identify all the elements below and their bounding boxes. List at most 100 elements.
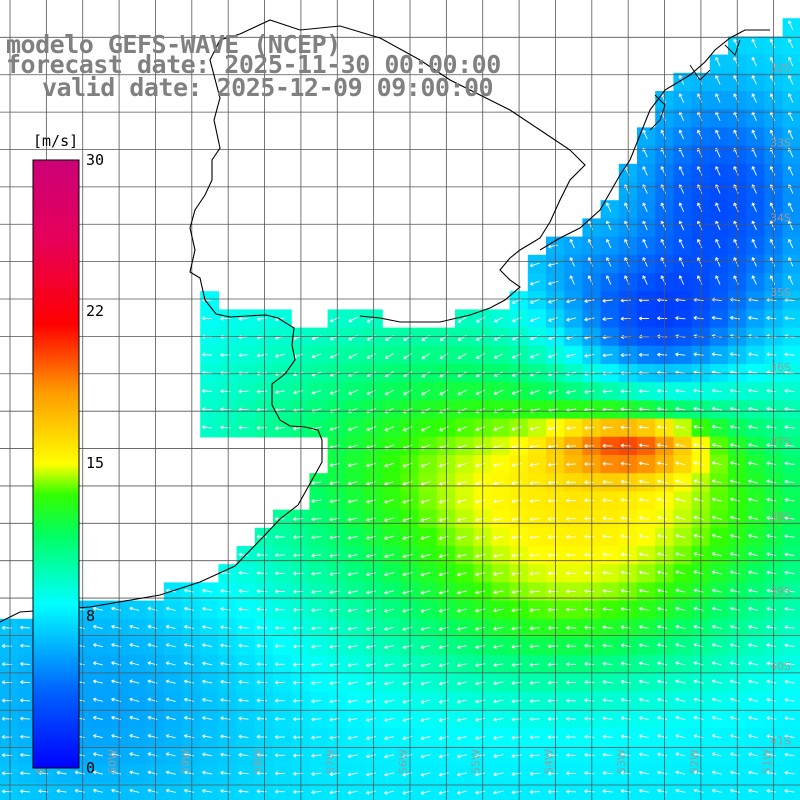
wind-arrow	[493, 481, 504, 486]
wind-arrow	[748, 788, 759, 793]
wind-arrow	[347, 572, 358, 577]
wind-arrow	[751, 202, 757, 212]
wind-arrow	[787, 75, 794, 85]
wind-arrow	[620, 552, 631, 557]
wind-arrow	[693, 497, 704, 502]
wind-arrow	[238, 679, 249, 685]
wind-arrow	[256, 571, 267, 576]
wind-arrow	[384, 517, 395, 522]
wind-arrow	[547, 480, 558, 485]
wind-arrow	[766, 661, 777, 666]
wind-arrow	[511, 699, 522, 704]
wind-arrow	[642, 184, 648, 194]
wind-arrow	[620, 516, 631, 521]
wind-arrow	[729, 352, 740, 357]
wind-arrow	[529, 517, 540, 522]
wind-arrow	[238, 552, 249, 557]
wind-arrow	[529, 389, 540, 395]
wind-arrow	[638, 389, 649, 394]
wind-arrow	[20, 698, 31, 703]
wind-arrow	[547, 553, 558, 558]
wind-arrow	[675, 479, 686, 484]
wind-arrow	[657, 497, 668, 502]
wind-arrow	[456, 772, 467, 777]
wind-arrow	[274, 589, 285, 594]
wind-arrow	[711, 461, 722, 466]
wind-arrow	[493, 681, 504, 686]
wind-arrow	[384, 462, 395, 468]
wind-arrow	[748, 515, 759, 520]
wind-arrow	[165, 643, 176, 648]
wind-arrow	[547, 735, 558, 740]
wind-arrow	[274, 789, 285, 794]
wind-arrow	[711, 715, 722, 721]
wind-arrow	[675, 661, 686, 666]
wind-arrow	[711, 624, 722, 630]
wind-arrow	[784, 734, 795, 739]
wind-arrow	[165, 606, 176, 611]
wind-arrow	[784, 588, 795, 593]
wind-arrow	[475, 517, 486, 522]
speed-cell	[782, 145, 800, 165]
wind-arrow	[711, 788, 722, 793]
wind-arrow	[729, 424, 740, 429]
wind-arrow	[566, 680, 577, 685]
wind-arrow	[456, 699, 467, 704]
wind-arrow	[511, 590, 522, 595]
wind-arrow	[493, 772, 504, 777]
wind-arrow	[438, 553, 449, 559]
wind-arrow	[748, 461, 759, 466]
wind-arrow	[584, 734, 595, 739]
wind-arrow	[566, 480, 577, 485]
wind-arrow	[347, 517, 358, 522]
wind-arrow	[238, 789, 249, 794]
wind-arrow	[751, 184, 757, 194]
speed-cell	[782, 127, 800, 147]
lon-label: 51W	[761, 749, 774, 774]
wind-arrow	[642, 202, 648, 212]
wind-arrow	[642, 166, 648, 176]
wind-arrow	[657, 697, 668, 702]
wind-arrow	[329, 499, 340, 504]
wind-arrow	[715, 129, 721, 140]
wind-arrow	[311, 699, 322, 704]
wind-arrow	[566, 390, 577, 395]
wind-arrow	[675, 424, 686, 429]
wind-arrow	[256, 753, 267, 758]
wind-arrow	[493, 517, 504, 522]
wind-arrow	[420, 663, 431, 668]
wind-arrow	[530, 316, 540, 323]
wind-arrow	[129, 624, 140, 630]
wind-arrow	[766, 443, 777, 448]
wind-arrow	[274, 753, 285, 758]
wind-arrow	[165, 679, 176, 684]
wind-arrow	[566, 662, 577, 667]
lat-label: 34S	[770, 211, 791, 224]
wind-arrow	[511, 644, 522, 649]
wind-arrow	[584, 462, 595, 467]
wind-arrow	[329, 389, 340, 395]
wind-arrow	[420, 699, 431, 704]
wind-arrow	[475, 717, 486, 722]
wind-arrow	[438, 644, 449, 650]
wind-arrow	[420, 754, 431, 759]
wind-arrow	[602, 534, 613, 539]
wind-arrow	[729, 533, 740, 538]
wind-arrow	[329, 553, 340, 558]
coastline	[0, 19, 586, 623]
wind-arrow	[420, 572, 431, 577]
speed-cell	[782, 36, 800, 56]
wind-arrow	[748, 479, 759, 484]
wind-arrow	[220, 716, 231, 721]
wind-arrow	[274, 716, 285, 721]
wind-arrow	[438, 462, 449, 468]
wind-arrow	[602, 770, 613, 775]
wind-arrow	[678, 129, 685, 140]
wind-arrow	[20, 661, 31, 666]
wind-arrow	[202, 588, 213, 593]
wind-arrow	[766, 497, 777, 502]
wind-arrow	[329, 644, 340, 649]
wind-arrow	[20, 752, 31, 757]
wind-arrow	[493, 590, 504, 595]
speed-cell	[782, 54, 800, 74]
